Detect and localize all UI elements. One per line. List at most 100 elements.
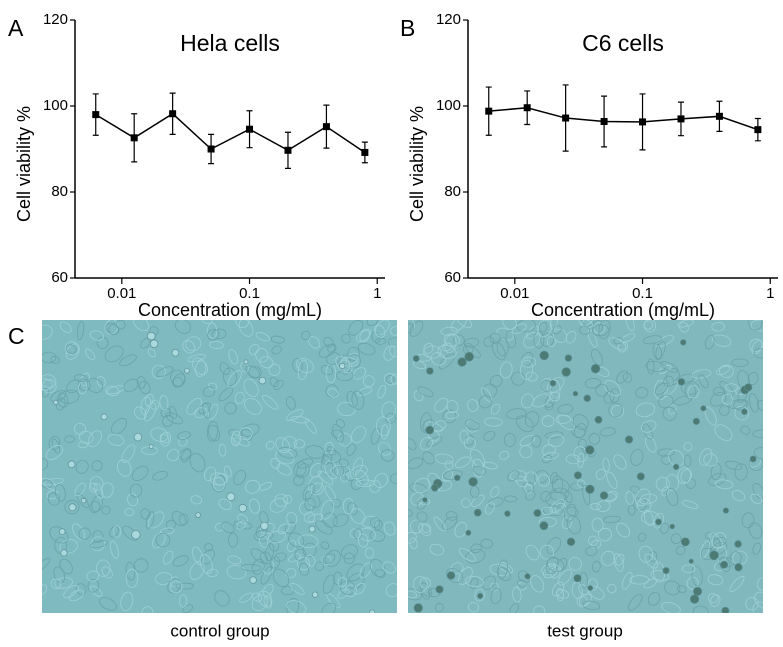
data-point xyxy=(284,146,292,154)
cell xyxy=(260,521,269,531)
x-tick-label: 0.1 xyxy=(632,285,653,302)
cell xyxy=(478,395,492,409)
y-tick-label: 60 xyxy=(444,269,461,286)
cell xyxy=(682,500,699,509)
cell xyxy=(93,482,104,499)
cell xyxy=(745,596,759,611)
cell xyxy=(89,476,104,491)
cell xyxy=(73,422,87,435)
cell xyxy=(308,336,321,349)
cell xyxy=(741,512,755,529)
cell xyxy=(209,340,224,350)
cell xyxy=(711,322,726,332)
cell xyxy=(121,444,136,463)
cell xyxy=(505,330,516,349)
cell xyxy=(734,463,748,481)
cell xyxy=(218,443,227,457)
cell xyxy=(141,606,154,613)
cell xyxy=(750,493,762,505)
cell xyxy=(549,379,557,387)
cell xyxy=(550,487,569,502)
cell xyxy=(467,601,479,613)
cell xyxy=(539,521,549,531)
cell xyxy=(532,393,551,408)
cell xyxy=(719,404,730,416)
cell xyxy=(638,532,647,542)
cell xyxy=(297,534,319,549)
cell xyxy=(287,540,297,553)
cell xyxy=(602,457,610,472)
cell xyxy=(84,348,96,361)
cell xyxy=(566,506,579,517)
cell xyxy=(212,476,226,492)
cell xyxy=(691,369,712,379)
cell xyxy=(496,337,509,357)
cell xyxy=(322,512,338,528)
cell xyxy=(374,519,383,531)
cell xyxy=(418,523,432,536)
cell xyxy=(226,564,247,580)
cell xyxy=(167,578,181,594)
y-tick-label: 80 xyxy=(51,183,68,200)
cell xyxy=(748,522,763,539)
cell xyxy=(603,380,622,397)
data-point xyxy=(485,107,493,115)
cell xyxy=(160,431,172,447)
cell xyxy=(629,575,650,585)
cell xyxy=(53,399,59,405)
data-point xyxy=(169,110,177,118)
cell xyxy=(675,545,686,556)
cell xyxy=(147,331,156,341)
cell xyxy=(524,489,536,501)
cell xyxy=(48,435,61,451)
cell xyxy=(155,572,173,586)
cell xyxy=(583,394,591,402)
cell xyxy=(375,320,390,336)
cell xyxy=(469,577,479,589)
cell xyxy=(54,483,66,502)
cell xyxy=(194,360,207,377)
cell xyxy=(464,351,474,362)
cell xyxy=(385,412,396,424)
cell xyxy=(133,406,147,420)
cell xyxy=(331,498,342,508)
cell xyxy=(240,362,250,373)
cell xyxy=(301,330,311,341)
cell xyxy=(625,320,635,332)
cell xyxy=(502,320,517,330)
cell xyxy=(704,406,717,426)
cell xyxy=(315,520,333,535)
cell xyxy=(753,348,763,359)
cell xyxy=(212,328,227,340)
cell xyxy=(170,580,183,594)
cell xyxy=(709,550,719,561)
cell xyxy=(627,593,643,611)
cell xyxy=(591,517,604,533)
cell xyxy=(124,508,135,516)
cell xyxy=(524,573,531,580)
cell xyxy=(655,518,662,526)
cell xyxy=(339,580,356,595)
cell xyxy=(91,460,103,472)
data-point xyxy=(322,123,330,131)
cell xyxy=(472,465,487,476)
cell xyxy=(42,458,49,471)
cell xyxy=(331,429,343,438)
cell xyxy=(581,320,595,327)
cell xyxy=(350,508,366,524)
cell xyxy=(209,472,228,486)
cell xyxy=(294,548,307,561)
cell xyxy=(683,454,692,467)
cell xyxy=(356,387,373,396)
cell xyxy=(182,604,194,613)
cell xyxy=(585,546,598,557)
cell xyxy=(433,516,446,532)
cell xyxy=(296,357,314,374)
cell xyxy=(546,336,556,347)
cell xyxy=(285,396,296,410)
cell xyxy=(78,441,88,449)
cell xyxy=(430,352,446,366)
cell xyxy=(460,498,471,508)
cell xyxy=(471,494,485,507)
cell xyxy=(652,343,663,361)
